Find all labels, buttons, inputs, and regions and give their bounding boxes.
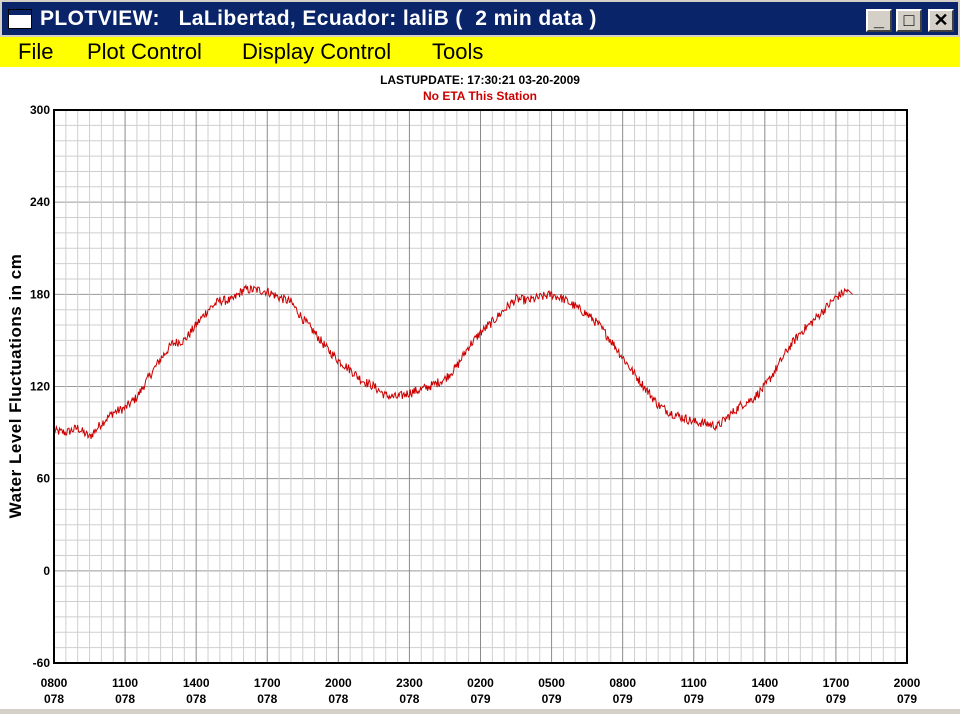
x-tick-time-label: 0800: [41, 676, 68, 690]
x-tick-day-label: 078: [186, 692, 206, 706]
x-tick-day-label: 079: [897, 692, 917, 706]
x-tick-time-label: 0800: [609, 676, 636, 690]
x-tick-time-label: 0200: [467, 676, 494, 690]
x-tick-time-label: 2000: [325, 676, 352, 690]
menu-plot-control[interactable]: Plot Control: [87, 39, 202, 64]
x-tick-day-label: 078: [328, 692, 348, 706]
minimize-button[interactable]: _: [866, 9, 892, 32]
window-app-icon[interactable]: [8, 9, 32, 29]
x-tick-day-label: 078: [399, 692, 419, 706]
chart-title: LASTUPDATE: 17:30:21 03-20-2009: [380, 73, 580, 87]
x-tick-time-label: 1400: [751, 676, 778, 690]
close-icon: ✕: [933, 10, 949, 30]
y-tick-label: 240: [30, 195, 50, 209]
maximize-icon: □: [903, 10, 915, 30]
y-tick-label: 0: [43, 564, 50, 578]
menu-display-control[interactable]: Display Control: [242, 39, 392, 64]
x-tick-time-label: 1400: [183, 676, 210, 690]
x-tick-day-label: 079: [542, 692, 562, 706]
close-button[interactable]: ✕: [928, 9, 954, 32]
x-tick-time-label: 0500: [538, 676, 565, 690]
series-group: [53, 283, 853, 440]
x-axis-ticks: 0800 078 1100 078 1400 078 1700 078 2000 078 2300 0…: [41, 676, 921, 706]
y-tick-label: -60: [33, 656, 51, 670]
series-line: [53, 283, 853, 440]
x-tick-time-label: 1700: [823, 676, 850, 690]
water-level-chart: LASTUPDATE: 17:30:21 03-20-2009 No ETA T…: [6, 73, 921, 706]
x-tick-day-label: 078: [257, 692, 277, 706]
y-axis-label: Water Level Fluctuations in cm: [6, 254, 25, 519]
y-axis-ticks: -60 0 60 120 180 240 300: [30, 103, 50, 670]
window-title: PLOTVIEW: LaLibertad, Ecuador: laliB ( 2…: [40, 7, 597, 30]
y-tick-label: 120: [30, 380, 50, 394]
x-tick-day-label: 079: [613, 692, 633, 706]
menu-tools[interactable]: Tools: [432, 39, 484, 64]
x-tick-time-label: 1100: [681, 676, 707, 690]
x-tick-time-label: 1700: [254, 676, 281, 690]
title-bar[interactable]: PLOTVIEW: LaLibertad, Ecuador: laliB ( 2…: [0, 0, 960, 37]
minimize-icon: _: [873, 10, 884, 30]
y-tick-label: 300: [30, 103, 50, 117]
x-tick-day-label: 079: [755, 692, 775, 706]
chart-subtitle: No ETA This Station: [423, 89, 537, 103]
menu-bar: File Plot Control Display Control Tools: [0, 37, 960, 67]
y-tick-label: 180: [30, 287, 50, 301]
x-tick-day-label: 079: [826, 692, 846, 706]
x-tick-day-label: 078: [115, 692, 135, 706]
x-tick-time-label: 1100: [112, 676, 138, 690]
menu-file[interactable]: File: [18, 39, 54, 64]
x-tick-day-label: 078: [44, 692, 64, 706]
x-tick-time-label: 2300: [396, 676, 423, 690]
maximize-button[interactable]: □: [896, 9, 922, 32]
grid: [53, 109, 908, 664]
plot-frame: [53, 109, 908, 664]
x-tick-day-label: 079: [470, 692, 490, 706]
plot-area: LASTUPDATE: 17:30:21 03-20-2009 No ETA T…: [0, 67, 960, 709]
y-tick-label: 60: [37, 472, 51, 486]
x-tick-time-label: 2000: [894, 676, 921, 690]
x-tick-day-label: 079: [684, 692, 704, 706]
